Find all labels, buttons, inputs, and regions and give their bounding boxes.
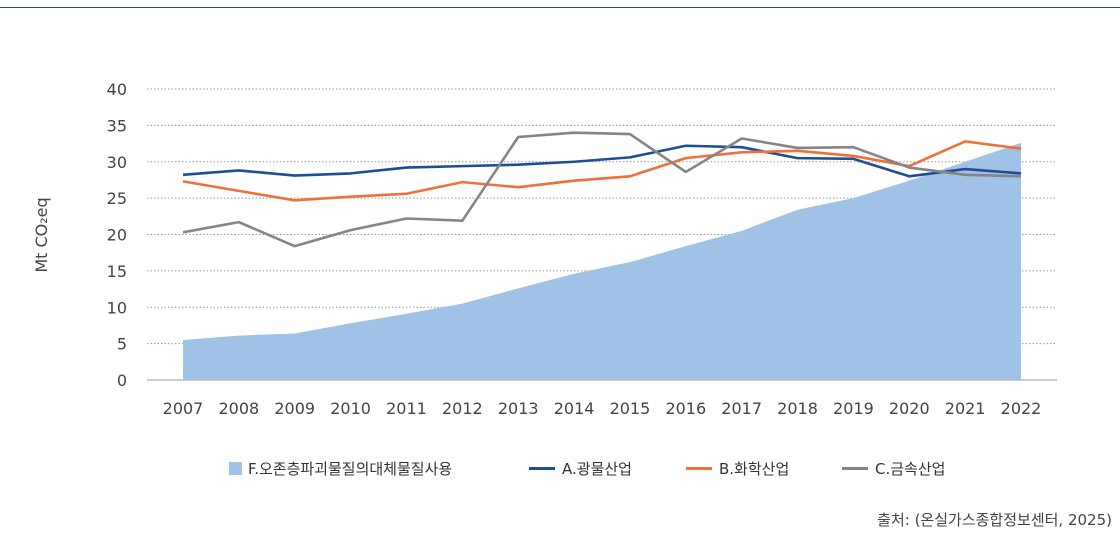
y-tick-label: 5: [117, 335, 127, 354]
x-tick-label: 2008: [219, 399, 260, 418]
legend-label-c: C.금속산업: [875, 460, 946, 478]
x-tick-label: 2016: [665, 399, 706, 418]
legend: F.오존층파괴물질의대체물질사용 A.광물산업 B.화학산업 C.금속산업: [0, 458, 1120, 482]
x-tick-label: 2012: [442, 399, 483, 418]
x-tick-label: 2019: [833, 399, 874, 418]
x-tick-label: 2018: [777, 399, 818, 418]
x-tick-label: 2021: [945, 399, 986, 418]
y-tick-label: 20: [107, 226, 127, 245]
legend-swatch-f: [229, 462, 242, 475]
x-tick-label: 2007: [163, 399, 204, 418]
x-tick-label: 2022: [1001, 399, 1042, 418]
source-note: 출처: (온실가스종합정보센터, 2025): [877, 511, 1112, 529]
x-tick-label: 2017: [721, 399, 762, 418]
y-tick-labels: 0 5 10 15 20 25 30 35 40: [107, 80, 127, 390]
x-tick-label: 2020: [889, 399, 930, 418]
y-tick-label: 40: [107, 80, 127, 99]
x-tick-label: 2015: [610, 399, 651, 418]
y-tick-label: 15: [107, 262, 127, 281]
y-tick-label: 0: [117, 371, 127, 390]
y-tick-label: 35: [107, 116, 127, 135]
line-series-3: [182, 131, 1022, 248]
x-tick-label: 2010: [330, 399, 371, 418]
y-tick-label: 10: [107, 298, 127, 317]
legend-swatch-c: [842, 467, 868, 470]
legend-label-a: A.광물산업: [562, 460, 632, 478]
legend-item-c: C.금속산업: [842, 458, 945, 479]
line-series-2: [182, 140, 1022, 202]
x-tick-labels: 2007 2008 2009 2010 2011 2012 2013 2014 2015 2016…: [163, 399, 1042, 418]
top-rule: [0, 7, 1120, 8]
chart: 0 5 10 15 20 25 30 35 40 2007 2008 2009 2010 2011 201…: [32, 80, 1057, 418]
x-tick-label: 2011: [386, 399, 427, 418]
legend-item-b: B.화학산업: [686, 458, 789, 479]
x-tick-label: 2014: [554, 399, 595, 418]
y-tick-label: 30: [107, 153, 127, 172]
line-layer: [182, 131, 1022, 248]
legend-label-b: B.화학산업: [719, 460, 790, 478]
legend-item-f: F.오존층파괴물질의대체물질사용: [229, 458, 452, 479]
x-tick-label: 2013: [498, 399, 539, 418]
y-axis-label: Mt CO₂eq: [32, 197, 51, 272]
area-series-0: [183, 142, 1021, 380]
line-series-1: [182, 144, 1022, 178]
x-tick-label: 2009: [274, 399, 315, 418]
legend-item-a: A.광물산업: [529, 458, 632, 479]
y-tick-label: 25: [107, 189, 127, 208]
legend-label-f: F.오존층파괴물질의대체물질사용: [248, 460, 453, 478]
area-layer: [183, 142, 1021, 380]
legend-swatch-b: [686, 467, 712, 470]
legend-swatch-a: [529, 467, 555, 470]
